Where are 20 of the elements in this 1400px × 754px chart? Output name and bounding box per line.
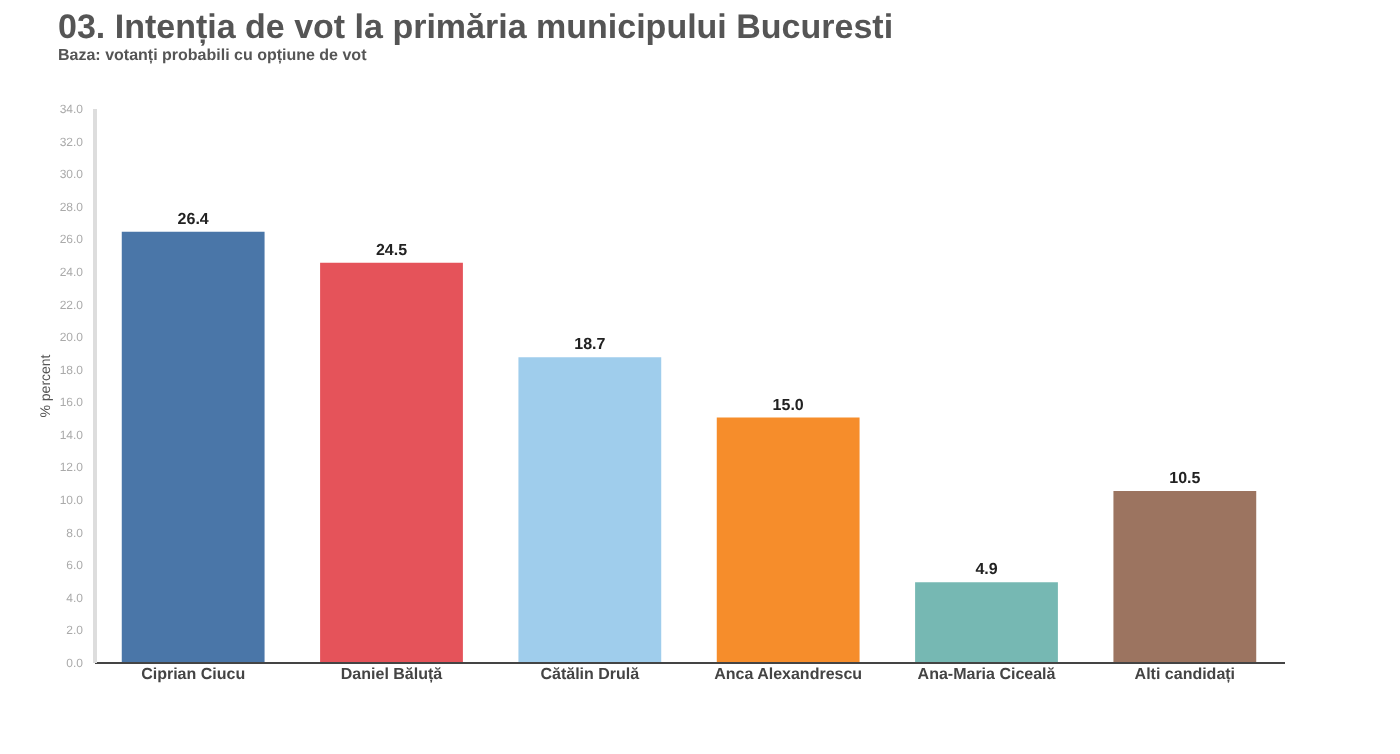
bar — [915, 582, 1058, 662]
bar — [1113, 490, 1257, 662]
data-label: 15.0 — [772, 395, 805, 414]
bar — [320, 262, 463, 662]
chart-title: 03. Intenția de vot la primăria municipului Bucuresti — [58, 8, 894, 46]
bar — [518, 357, 662, 662]
bar — [121, 231, 265, 662]
x-tick-label: Ciprian Ciucu — [141, 665, 246, 683]
x-tick-label: Anca Alexandrescu — [714, 665, 863, 683]
x-tick-label: Ana-Maria Ciceală — [917, 665, 1057, 683]
x-tick-label: Alti candidați — [1134, 665, 1236, 683]
x-tick-label: Cătălin Drulă — [540, 665, 641, 683]
chart-subtitle: Baza: votanți probabili cu opțiune de vot — [58, 46, 368, 64]
data-label: 18.7 — [574, 335, 607, 354]
bar — [716, 417, 860, 662]
data-label: 4.9 — [975, 560, 999, 579]
data-label: 24.5 — [375, 240, 409, 259]
data-label: 10.5 — [1169, 468, 1202, 487]
data-label: 26.4 — [177, 209, 210, 228]
x-tick-label: Daniel Băluță — [340, 665, 444, 683]
